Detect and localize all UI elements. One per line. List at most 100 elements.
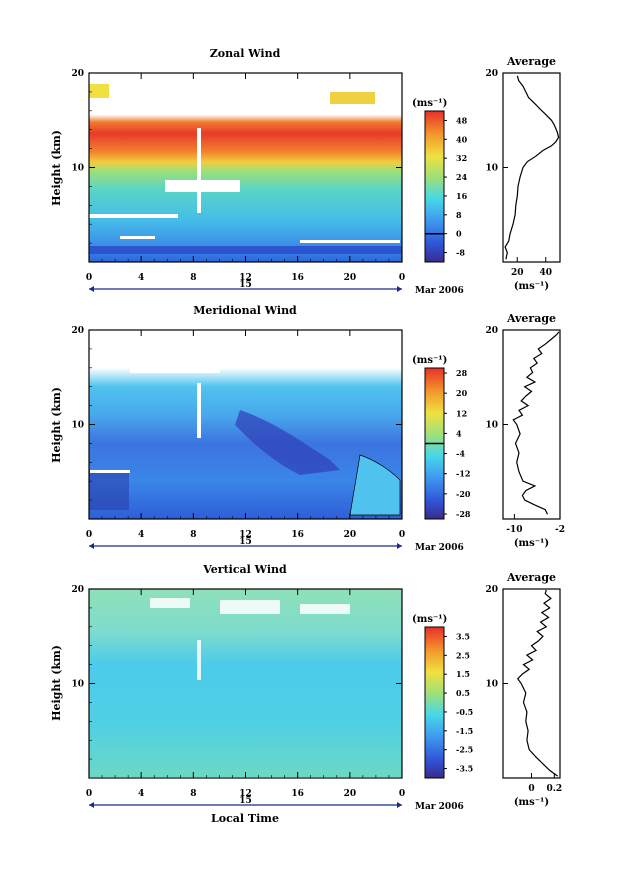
zonal-date-label: Mar 2006 <box>415 286 464 296</box>
meridional-x-tick-label: 0 <box>399 530 405 540</box>
zonal-average-y-tick-label: 20 <box>485 69 498 79</box>
meridional-average-frame <box>502 329 561 520</box>
zonal-heatmap-field <box>89 73 402 262</box>
zonal-x-tick-label: 16 <box>291 273 304 283</box>
meridional-colorbar-tick-label: -4 <box>456 449 465 459</box>
vertical-average-frame <box>502 588 561 779</box>
vertical-colorbar-tick-label: 0.5 <box>456 688 470 698</box>
zonal-y-tick-label: 10 <box>71 164 84 174</box>
vertical-colorbar-tick-label: 3.5 <box>456 631 470 641</box>
vertical-ylabel: Height (km) <box>50 645 63 721</box>
vertical-average-profile-line <box>517 589 559 777</box>
vertical-date-label: Mar 2006 <box>415 802 464 812</box>
zonal-average-frame <box>502 72 561 263</box>
meridional-x-tick-label: 4 <box>138 530 144 540</box>
zonal-colorbar-tick-label: 16 <box>456 191 468 201</box>
meridional-date-label: Mar 2006 <box>415 543 464 553</box>
zonal-colorbar-tick-label: 24 <box>456 172 468 182</box>
zonal-ylabel: Height (km) <box>50 130 63 206</box>
vertical-x-tick-label: 0 <box>86 789 92 799</box>
vertical-colorbar-tick-label: -3.5 <box>456 764 473 774</box>
meridional-average-y-tick-label: 10 <box>485 421 498 431</box>
zonal-average-x-tick-label: 20 <box>511 268 524 278</box>
vertical-average-title: Average <box>506 571 556 584</box>
vertical-x-tick-label: 20 <box>344 789 357 799</box>
meridional-average-title: Average <box>506 312 556 325</box>
meridional-day-bar-right-arrow <box>397 543 402 549</box>
meridional-colorbar-tick-label: 20 <box>456 388 468 398</box>
zonal-average-x-tick-label: 40 <box>539 268 552 278</box>
meridional-average-x-tick-label: -10 <box>506 525 522 535</box>
meridional-colorbar-tick-label: 12 <box>456 408 467 418</box>
zonal-colorbar-gradient <box>424 110 445 263</box>
zonal-colorbar-tick-label: 32 <box>456 153 467 163</box>
meridional-colorbar-tick-label: -28 <box>456 509 471 519</box>
zonal-day-bar-left-arrow <box>89 286 94 292</box>
zonal-x-tick-label: 12 <box>239 273 252 283</box>
zonal-title: Zonal Wind <box>210 47 281 60</box>
meridional-x-tick-label: 20 <box>344 530 357 540</box>
vertical-colorbar: (ms⁻¹) 3.5 2.5 1.5 0.5 -0.5 -1.5 -2.5 -3.5 <box>412 614 473 779</box>
zonal-colorbar-tick-label: 48 <box>456 115 468 125</box>
zonal-colorbar-tick-label: 40 <box>456 134 468 144</box>
meridional-colorbar-tick-label: 4 <box>456 428 462 438</box>
vertical-x-tick-label: 12 <box>239 789 252 799</box>
vertical-title: Vertical Wind <box>202 563 287 576</box>
meridional-average-profile-line <box>512 331 560 515</box>
meridional-ylabel: Height (km) <box>50 387 63 463</box>
zonal-average-profile-line <box>504 75 560 260</box>
vertical-average-y-tick-label: 20 <box>485 585 498 595</box>
vertical-heatmap-field <box>89 589 402 777</box>
zonal-x-tick-label: 0 <box>86 273 92 283</box>
zonal-average: Average 10 20 20 40 (ms⁻¹) <box>485 55 561 292</box>
zonal-colorbar-tick-label: 8 <box>456 210 462 220</box>
vertical-colorbar-tick-label: 1.5 <box>456 669 470 679</box>
vertical-y-tick-label: 10 <box>71 680 84 690</box>
zonal-colorbar-tick-label: 0 <box>456 229 462 239</box>
vertical-missing-data <box>150 598 350 680</box>
vertical-colorbar-tick-label: -2.5 <box>456 745 473 755</box>
zonal-panel: Zonal Wind Height (km) 0 4 8 12 16 20 0102015M… <box>50 47 561 296</box>
vertical-average: Average 10 20 0 0.2 (ms⁻¹) <box>485 571 562 808</box>
meridional-colorbar-tick-label: -20 <box>456 489 471 499</box>
vertical-colorbar-tick-label: 2.5 <box>456 650 470 660</box>
zonal-x-tick-label: 20 <box>344 273 357 283</box>
zonal-colorbar-unit: (ms⁻¹) <box>412 98 447 109</box>
zonal-average-y-tick-label: 10 <box>485 164 498 174</box>
zonal-y-tick-label: 20 <box>71 69 84 79</box>
vertical-average-x-tick-label: 0 <box>528 784 534 794</box>
vertical-day-bar-right-arrow <box>397 802 402 808</box>
vertical-y-tick-label: 20 <box>71 585 84 595</box>
meridional-panel: Meridional Wind Height (km) 0 4 8 12 16 20 0 10… <box>50 304 565 553</box>
vertical-colorbar-unit: (ms⁻¹) <box>412 614 447 625</box>
zonal-x-tick-label: 0 <box>399 273 405 283</box>
vertical-x-tick-label: 8 <box>190 789 196 799</box>
meridional-x-tick-label: 8 <box>190 530 196 540</box>
meridional-colorbar-unit: (ms⁻¹) <box>412 355 447 366</box>
meridional-average-x-tick-label: -2 <box>555 525 565 535</box>
meridional-colorbar-tick-label: -12 <box>456 469 470 479</box>
meridional-title: Meridional Wind <box>193 304 297 317</box>
zonal-x-tick-label: 8 <box>190 273 196 283</box>
meridional-colorbar-tick-label: 28 <box>456 368 468 378</box>
vertical-x-tick-label: 0 <box>399 789 405 799</box>
zonal-average-title: Average <box>506 55 556 68</box>
meridional-day-label: 15 <box>239 537 252 547</box>
zonal-x-tick-label: 4 <box>138 273 144 283</box>
meridional-y-tick-label: 10 <box>71 421 84 431</box>
vertical-colorbar-gradient <box>424 626 445 779</box>
vertical-panel: Vertical Wind Height (km) 0 4 8 12 16 20 0 10 20… <box>50 563 562 812</box>
vertical-average-unit: (ms⁻¹) <box>514 797 549 808</box>
vertical-colorbar-tick-label: -0.5 <box>456 707 473 717</box>
zonal-colorbar-tick-label: -8 <box>456 248 465 258</box>
meridional-average-y-tick-label: 20 <box>485 326 498 336</box>
meridional-y-tick-label: 20 <box>71 326 84 336</box>
vertical-x-tick-label: 16 <box>291 789 304 799</box>
zonal-day-label: 15 <box>239 280 252 290</box>
vertical-day-bar-left-arrow <box>89 802 94 808</box>
meridional-x-tick-label: 16 <box>291 530 304 540</box>
zonal-axes: 0 4 8 12 16 20 0 10 20 15 Mar 2006 <box>71 69 463 296</box>
zonal-colorbar: (ms⁻¹) 48 40 32 24 16 8 0 -8 <box>412 98 468 263</box>
meridional-average: Average 10 20 -10 -2 (ms⁻¹) <box>485 312 565 549</box>
